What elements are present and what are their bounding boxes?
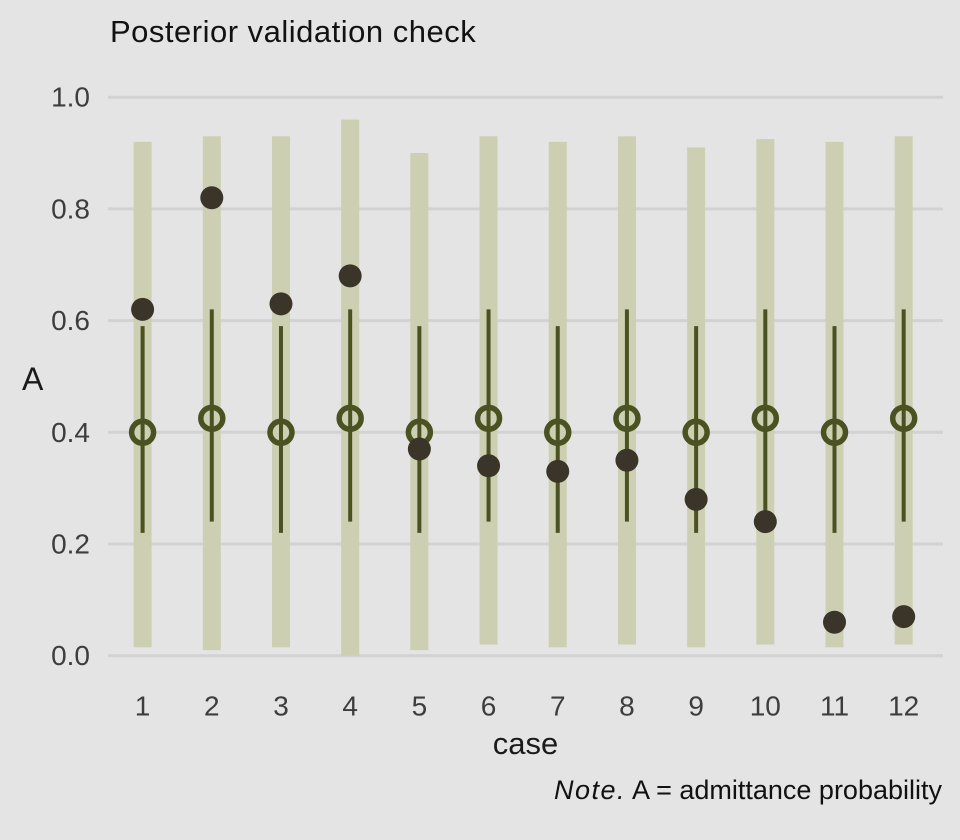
y-tick-label-0.4: 0.4 (51, 417, 90, 448)
observed-point-case-9 (684, 487, 708, 511)
y-axis-title: A (22, 361, 44, 397)
x-tick-label-8: 8 (619, 691, 635, 722)
y-tick-label-0.6: 0.6 (51, 305, 90, 336)
x-axis-title: case (492, 726, 559, 761)
observed-point-case-1 (131, 297, 155, 321)
posterior-median-marker-case-2 (198, 404, 226, 433)
x-tick-label-11: 11 (820, 691, 849, 722)
x-tick-label-7: 7 (550, 691, 566, 722)
note-label: Note. (554, 775, 627, 805)
observed-point-case-4 (338, 264, 362, 288)
posterior-median-marker-case-10 (751, 404, 780, 433)
posterior-median-marker-case-12 (889, 404, 918, 433)
posterior-median-marker-case-9 (682, 418, 710, 447)
observed-point-case-5 (407, 437, 431, 461)
x-tick-label-5: 5 (412, 691, 428, 722)
posterior-median-marker-case-11 (820, 418, 849, 447)
x-tick-label-2: 2 (204, 691, 220, 722)
posterior-median-marker-case-8 (613, 404, 641, 433)
x-tick-label-3: 3 (273, 691, 289, 722)
y-tick-label-0.2: 0.2 (51, 529, 90, 560)
posterior-median-marker-case-3 (267, 418, 295, 447)
observed-point-case-2 (200, 186, 224, 210)
observed-point-case-8 (615, 448, 639, 472)
posterior-median-marker-case-1 (128, 418, 157, 447)
x-tick-label-6: 6 (481, 691, 497, 722)
observed-point-case-12 (892, 605, 916, 629)
x-tick-label-4: 4 (342, 691, 358, 722)
y-tick-label-0.8: 0.8 (51, 193, 90, 224)
observed-point-case-7 (546, 459, 570, 483)
x-tick-label-10: 10 (750, 691, 781, 722)
note-text: A = admittance probability (626, 775, 942, 805)
observed-point-case-6 (477, 454, 501, 478)
chart-title: Posterior validation check (110, 14, 477, 49)
observed-point-case-11 (823, 610, 846, 634)
x-tick-label-12: 12 (888, 691, 919, 722)
posterior-median-marker-case-7 (543, 418, 572, 447)
observed-point-case-10 (753, 510, 777, 534)
posterior-median-marker-case-4 (336, 404, 364, 433)
x-tick-label-1: 1 (135, 691, 151, 722)
chart-note: Note. A = admittance probability (554, 775, 942, 806)
observed-point-case-3 (269, 292, 293, 316)
x-tick-label-9: 9 (688, 691, 704, 722)
y-tick-label-1.0: 1.0 (51, 82, 90, 113)
y-tick-label-0.0: 0.0 (51, 640, 90, 671)
posterior-median-marker-case-6 (474, 404, 503, 433)
